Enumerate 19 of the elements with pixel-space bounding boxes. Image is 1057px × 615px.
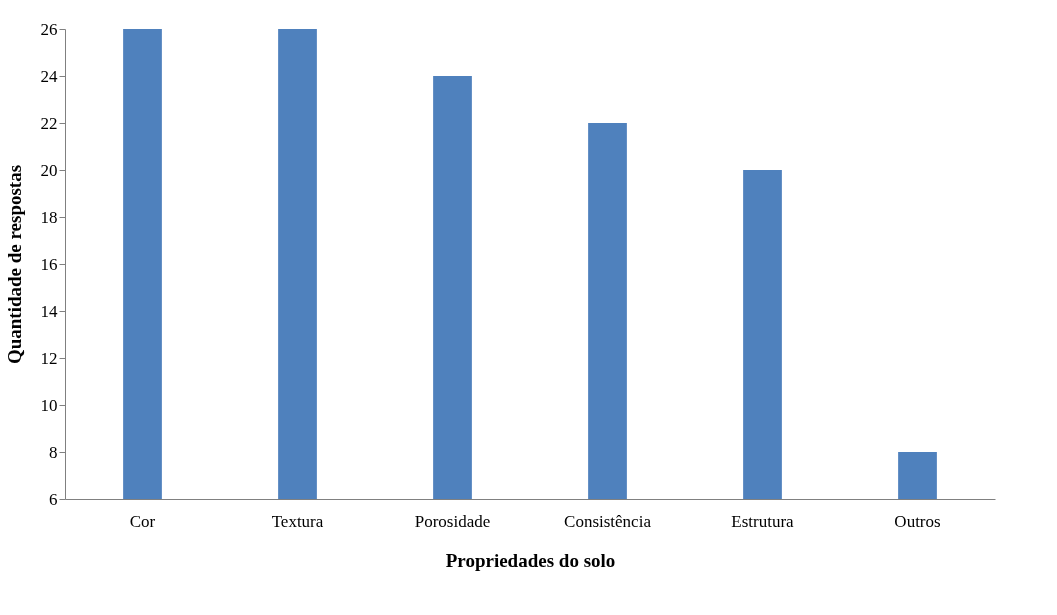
y-tick-label: 6 bbox=[49, 489, 58, 509]
y-tick-label: 10 bbox=[40, 395, 58, 415]
y-tick-label: 24 bbox=[40, 66, 58, 86]
x-tick-label: Outros bbox=[894, 511, 941, 531]
y-tick-label: 20 bbox=[40, 160, 58, 180]
x-tick-label: Textura bbox=[271, 511, 324, 531]
y-tick-label: 16 bbox=[40, 254, 58, 274]
x-tick-label: Consistência bbox=[564, 511, 652, 531]
x-axis-title: Propriedades do solo bbox=[445, 549, 616, 571]
y-tick-label: 8 bbox=[49, 442, 58, 462]
y-axis-title: Quantidade de respostas bbox=[3, 164, 25, 365]
y-tick-label: 12 bbox=[40, 348, 58, 368]
x-tick-label: Cor bbox=[129, 511, 156, 531]
y-tick-label: 22 bbox=[40, 113, 58, 133]
x-tick-label: Porosidade bbox=[414, 511, 491, 531]
y-tick-label: 26 bbox=[40, 19, 58, 39]
x-tick-label: Estrutura bbox=[731, 511, 795, 531]
y-tick-label: 18 bbox=[40, 207, 58, 227]
y-tick-label: 14 bbox=[40, 301, 58, 321]
